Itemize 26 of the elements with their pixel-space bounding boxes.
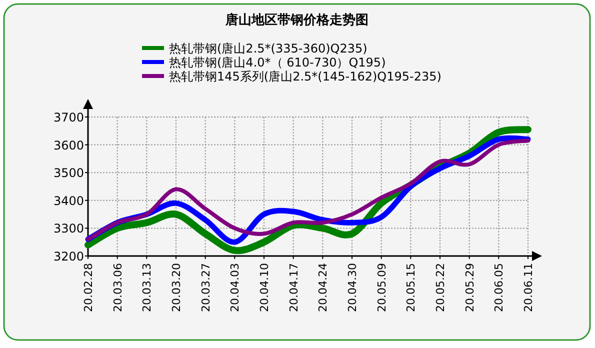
y-tick-label: 3500 — [53, 166, 84, 180]
y-tick-label: 3400 — [53, 194, 84, 208]
x-tick-label: 20.05.22 — [434, 263, 447, 312]
x-tick-label: 20.04.24 — [316, 263, 330, 312]
y-tick-label: 3700 — [53, 110, 84, 124]
x-tick-label: 20.04.10 — [258, 263, 271, 312]
legend-label: 热轧带钢145系列(唐山2.5*(145-162)Q195-235) — [169, 70, 442, 84]
y-tick-label: 3600 — [53, 138, 84, 152]
x-tick-label: 20.05.09 — [375, 263, 388, 312]
legend-label: 热轧带钢(唐山2.5*(335-360)Q235) — [169, 42, 368, 56]
x-tick-label: 20.05.15 — [404, 263, 418, 312]
x-tick-label: 20.03.13 — [140, 263, 154, 312]
x-tick-label: 20.03.20 — [170, 263, 183, 312]
x-tick-label: 20.03.06 — [111, 263, 124, 312]
x-tick-label: 20.04.17 — [287, 263, 300, 312]
x-tick-label: 20.03.27 — [199, 263, 212, 312]
chart-title: 唐山地区带钢价格走势图 — [224, 12, 368, 28]
x-tick-label: 20.04.30 — [346, 263, 359, 312]
x-tick-label: 20.06.05 — [492, 263, 506, 312]
x-tick-label: 20.04.03 — [228, 263, 242, 312]
y-tick-label: 3300 — [53, 222, 84, 236]
x-tick-label: 20.06.11 — [522, 263, 535, 312]
y-tick-label: 3200 — [53, 250, 84, 264]
x-tick-label: 20.02.28 — [82, 263, 95, 312]
x-tick-label: 20.05.29 — [463, 263, 476, 312]
legend-label: 热轧带钢(唐山4.0*（ 610-730）Q195) — [169, 56, 386, 70]
